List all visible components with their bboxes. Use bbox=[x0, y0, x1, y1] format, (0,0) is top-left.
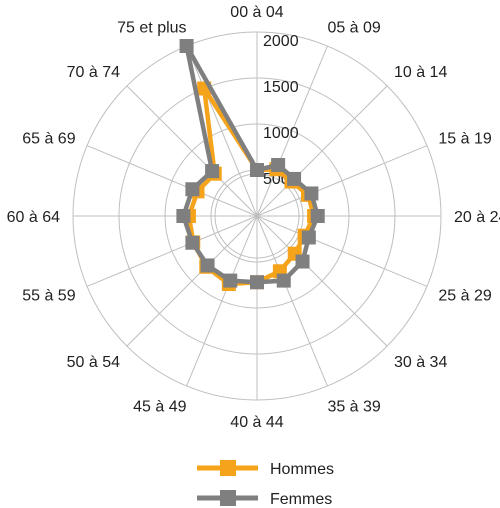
legend-label-femmes: Femmes bbox=[270, 491, 332, 508]
grid-spoke bbox=[256, 215, 428, 287]
grid-spoke bbox=[126, 215, 258, 347]
radial-tick-label: 2000 bbox=[263, 33, 299, 50]
data-point-femmes bbox=[185, 182, 200, 197]
category-label: 00 à 04 bbox=[230, 4, 283, 21]
grid-spoke bbox=[256, 145, 428, 217]
data-point-femmes bbox=[250, 275, 264, 290]
data-point-femmes bbox=[250, 163, 264, 177]
category-label: 65 à 69 bbox=[22, 131, 75, 148]
data-point-femmes bbox=[205, 164, 220, 179]
data-point-femmes bbox=[223, 273, 238, 288]
grid-spoke bbox=[126, 85, 258, 217]
category-label: 70 à 74 bbox=[67, 64, 120, 81]
legend-item-femmes: Femmes bbox=[197, 490, 332, 508]
category-label: 50 à 54 bbox=[67, 354, 120, 371]
grid-spoke bbox=[86, 145, 258, 217]
data-point-femmes bbox=[301, 230, 316, 245]
legend-marker-femmes bbox=[220, 490, 236, 506]
category-label: 40 à 44 bbox=[230, 414, 283, 431]
category-label: 75 et plus bbox=[117, 20, 186, 37]
data-point-femmes bbox=[271, 158, 286, 173]
category-labels: 00 à 04 05 à 09 10 à 14 15 à 19 20 à 24 25 à … bbox=[7, 4, 500, 431]
data-point-femmes bbox=[200, 258, 215, 273]
category-label: 25 à 29 bbox=[438, 287, 491, 304]
legend-item-hommes: Hommes bbox=[197, 460, 334, 478]
data-point-femmes bbox=[179, 39, 194, 54]
grid-spoke bbox=[256, 85, 388, 217]
legend: Hommes Femmes bbox=[197, 460, 334, 508]
category-label: 15 à 19 bbox=[438, 131, 491, 148]
data-point-femmes bbox=[287, 171, 302, 186]
grid-spoke bbox=[256, 215, 328, 387]
data-point-femmes bbox=[295, 254, 310, 269]
category-label: 55 à 59 bbox=[22, 287, 75, 304]
grid-spoke bbox=[256, 215, 388, 347]
data-point-femmes bbox=[185, 235, 200, 250]
grid-spoke bbox=[256, 45, 328, 217]
grid-spoke bbox=[86, 215, 258, 287]
category-label: 35 à 39 bbox=[327, 398, 380, 415]
category-label: 20 à 24 bbox=[454, 209, 500, 226]
legend-label-hommes: Hommes bbox=[270, 461, 334, 478]
data-point-femmes bbox=[310, 209, 325, 223]
radar-series bbox=[176, 39, 325, 291]
grid-spoke bbox=[186, 215, 258, 387]
legend-marker-hommes bbox=[220, 460, 236, 476]
category-label: 30 à 34 bbox=[394, 354, 447, 371]
category-label: 10 à 14 bbox=[394, 64, 447, 81]
data-point-femmes bbox=[276, 273, 291, 288]
data-point-femmes bbox=[304, 186, 319, 201]
data-point-femmes bbox=[176, 209, 191, 223]
radial-tick-label: 1000 bbox=[263, 125, 299, 142]
grid-spoke bbox=[186, 45, 258, 217]
category-label: 45 à 49 bbox=[133, 398, 186, 415]
radar-grid bbox=[72, 31, 442, 401]
radial-tick-label: 1500 bbox=[263, 79, 299, 96]
category-label: 05 à 09 bbox=[327, 20, 380, 37]
category-label: 60 à 64 bbox=[7, 209, 60, 226]
